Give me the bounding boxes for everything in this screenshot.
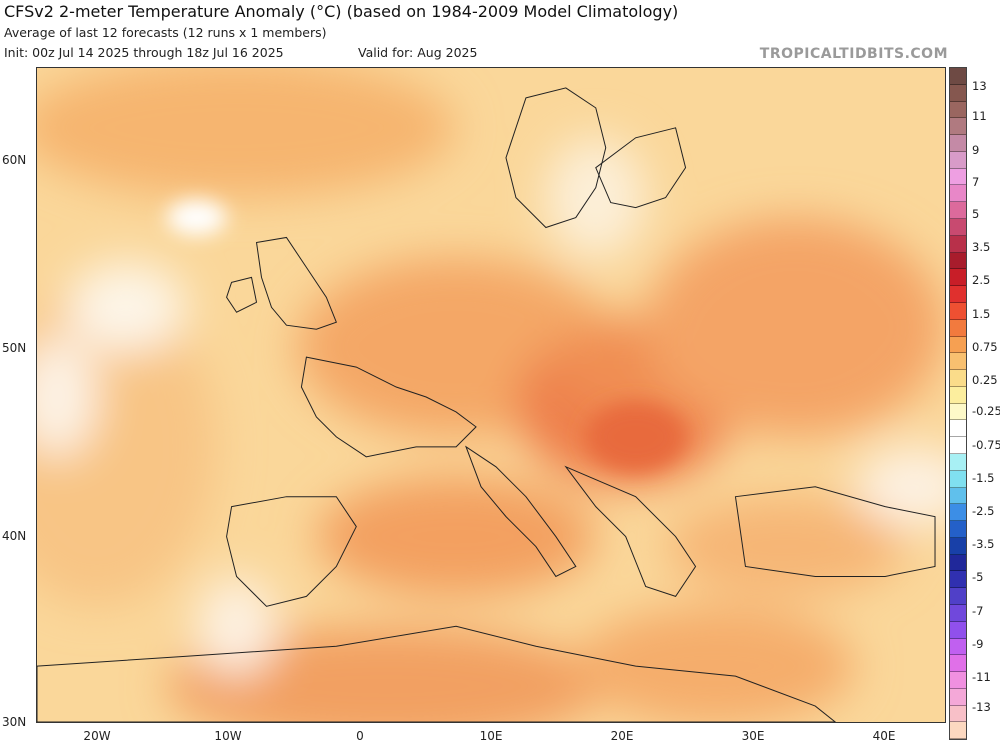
colorbar-label: -7 <box>972 604 984 618</box>
colorbar-cell <box>950 453 966 471</box>
colorbar-cell <box>950 370 966 387</box>
lat-label: 30N <box>2 715 27 729</box>
colorbar-cell <box>950 487 966 505</box>
colorbar-label: 0.25 <box>972 373 998 387</box>
colorbar-cell <box>950 638 966 656</box>
colorbar-cell <box>950 672 966 689</box>
colorbar-label: 5 <box>972 207 980 221</box>
colorbar-label: -0.75 <box>972 438 1000 452</box>
colorbar-label: -3.5 <box>972 537 995 551</box>
colorbar-cell <box>950 504 966 522</box>
colorbar-cell <box>950 655 966 673</box>
subtitle: Average of last 12 forecasts (12 runs x … <box>4 25 327 40</box>
init-time: Init: 00z Jul 14 2025 through 18z Jul 16… <box>4 45 284 60</box>
colorbar-cell <box>950 84 966 102</box>
lat-label: 60N <box>2 153 27 167</box>
colorbar-cell <box>950 521 966 538</box>
colorbar-label: 9 <box>972 143 980 157</box>
lon-label: 10W <box>214 729 242 743</box>
colorbar-cell <box>950 437 966 454</box>
colorbar-cell <box>950 554 966 572</box>
lon-label: 0 <box>356 729 364 743</box>
colorbar-cell <box>950 185 966 203</box>
colorbar-cell <box>950 118 966 136</box>
colorbar-label: 1.5 <box>972 307 991 321</box>
colorbar-label: 2.5 <box>972 273 991 287</box>
colorbar-cell <box>950 202 966 220</box>
colorbar-cell <box>950 286 966 303</box>
colorbar-cell <box>950 135 966 152</box>
colorbar-label: -2.5 <box>972 504 995 518</box>
colorbar-label: -9 <box>972 637 984 651</box>
colorbar-cell <box>950 353 966 371</box>
colorbar-cell <box>950 537 966 555</box>
colorbar-cell <box>950 151 966 169</box>
colorbar-cell <box>950 571 966 589</box>
colorbar-cell <box>950 386 966 404</box>
colorbar-cell <box>950 168 966 186</box>
colorbar-cell <box>950 420 966 438</box>
lon-label: 40E <box>872 729 896 743</box>
colorbar-cell <box>950 470 966 488</box>
lat-label: 40N <box>2 529 27 543</box>
colorbar-cell <box>950 219 966 236</box>
colorbar-cell <box>950 722 966 740</box>
colorbar-cell <box>950 319 966 337</box>
colorbar-label: 13 <box>972 79 987 93</box>
colorbar-label: -1.5 <box>972 471 995 485</box>
colorbar-label: -0.25 <box>972 404 1000 418</box>
lon-label: 20W <box>83 729 111 743</box>
valid-time: Valid for: Aug 2025 <box>358 45 478 60</box>
coastlines <box>37 87 936 722</box>
brand-watermark: TROPICALTIDBITS.COM <box>759 46 948 62</box>
colorbar-cell <box>950 252 966 270</box>
anomaly-map <box>36 67 946 723</box>
colorbar-cell <box>950 68 966 85</box>
colorbar-cell <box>950 688 966 706</box>
lat-label: 50N <box>2 341 27 355</box>
colorbar-cell <box>950 269 966 287</box>
chart-title: CFSv2 2-meter Temperature Anomaly (°C) (… <box>4 2 679 21</box>
colorbar-cell <box>950 302 966 320</box>
colorbar-label: -11 <box>972 670 991 684</box>
colorbar-cell <box>950 235 966 253</box>
lon-label: 30E <box>741 729 765 743</box>
colorbar-cell <box>950 705 966 723</box>
colorbar-label: -5 <box>972 570 984 584</box>
colorbar-cell <box>950 336 966 354</box>
warm-area-north-atlantic <box>37 68 457 198</box>
colorbar-cell <box>950 101 966 119</box>
colorbar-label: 11 <box>972 109 987 123</box>
colorbar-cell <box>950 605 966 622</box>
colorbar <box>949 67 967 740</box>
colorbar-cell <box>950 588 966 605</box>
lon-label: 10E <box>479 729 503 743</box>
colorbar-label: 3.5 <box>972 240 991 254</box>
colorbar-label: 0.75 <box>972 340 998 354</box>
colorbar-label: -13 <box>972 700 991 714</box>
colorbar-label: 7 <box>972 175 980 189</box>
lon-label: 20E <box>610 729 634 743</box>
colorbar-cell <box>950 403 966 421</box>
colorbar-cell <box>950 621 966 639</box>
